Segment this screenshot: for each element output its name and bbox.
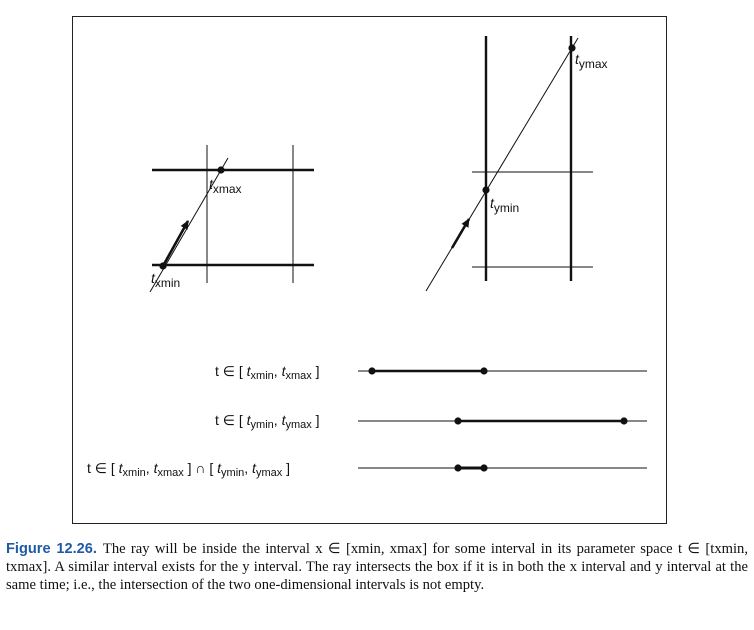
- interval-x-label: t ∈ [ txmin, txmax ]: [215, 363, 320, 382]
- interval-end-point: [480, 464, 488, 472]
- interval-row-intersection: t ∈ [ txmin, txmax ] ∩ [ tymin, tymax ]: [87, 460, 647, 479]
- interval-y-label: t ∈ [ tymin, tymax ]: [215, 412, 320, 431]
- ray-direction-arrow: [450, 218, 471, 249]
- interval-start-point: [454, 417, 462, 425]
- caption-lead: Figure 12.26.: [6, 541, 97, 557]
- t-xmin-label: txmin: [151, 270, 180, 290]
- ray-box-diagram: txmax txmin tymin tymax t ∈ [ txmin, txm…: [87, 36, 647, 479]
- ray-line: [425, 37, 579, 292]
- left-box: txmax txmin: [149, 145, 314, 293]
- interval-intersection-label: t ∈ [ txmin, txmax ] ∩ [ tymin, tymax ]: [87, 460, 290, 479]
- interval-end-point: [480, 367, 488, 375]
- figure-frame: [72, 16, 667, 524]
- t-xmax-point: [217, 166, 225, 174]
- t-ymin-label: tymin: [490, 195, 519, 215]
- interval-row-x: t ∈ [ txmin, txmax ]: [215, 363, 647, 382]
- interval-row-y: t ∈ [ tymin, tymax ]: [215, 412, 647, 431]
- t-xmax-label: txmax: [209, 176, 242, 196]
- interval-end-point: [620, 417, 628, 425]
- right-box: tymin tymax: [425, 36, 608, 292]
- t-ymax-point: [568, 44, 576, 52]
- ray-direction-arrow: [161, 220, 190, 267]
- t-xmin-point: [159, 262, 167, 270]
- figure-caption: Figure 12.26. The ray will be inside the …: [6, 540, 748, 594]
- t-ymin-point: [482, 186, 490, 194]
- interval-start-point: [454, 464, 462, 472]
- interval-start-point: [368, 367, 376, 375]
- ray-line: [149, 157, 229, 293]
- caption-text: The ray will be inside the interval x ∈ …: [6, 541, 748, 593]
- t-ymax-label: tymax: [575, 51, 608, 71]
